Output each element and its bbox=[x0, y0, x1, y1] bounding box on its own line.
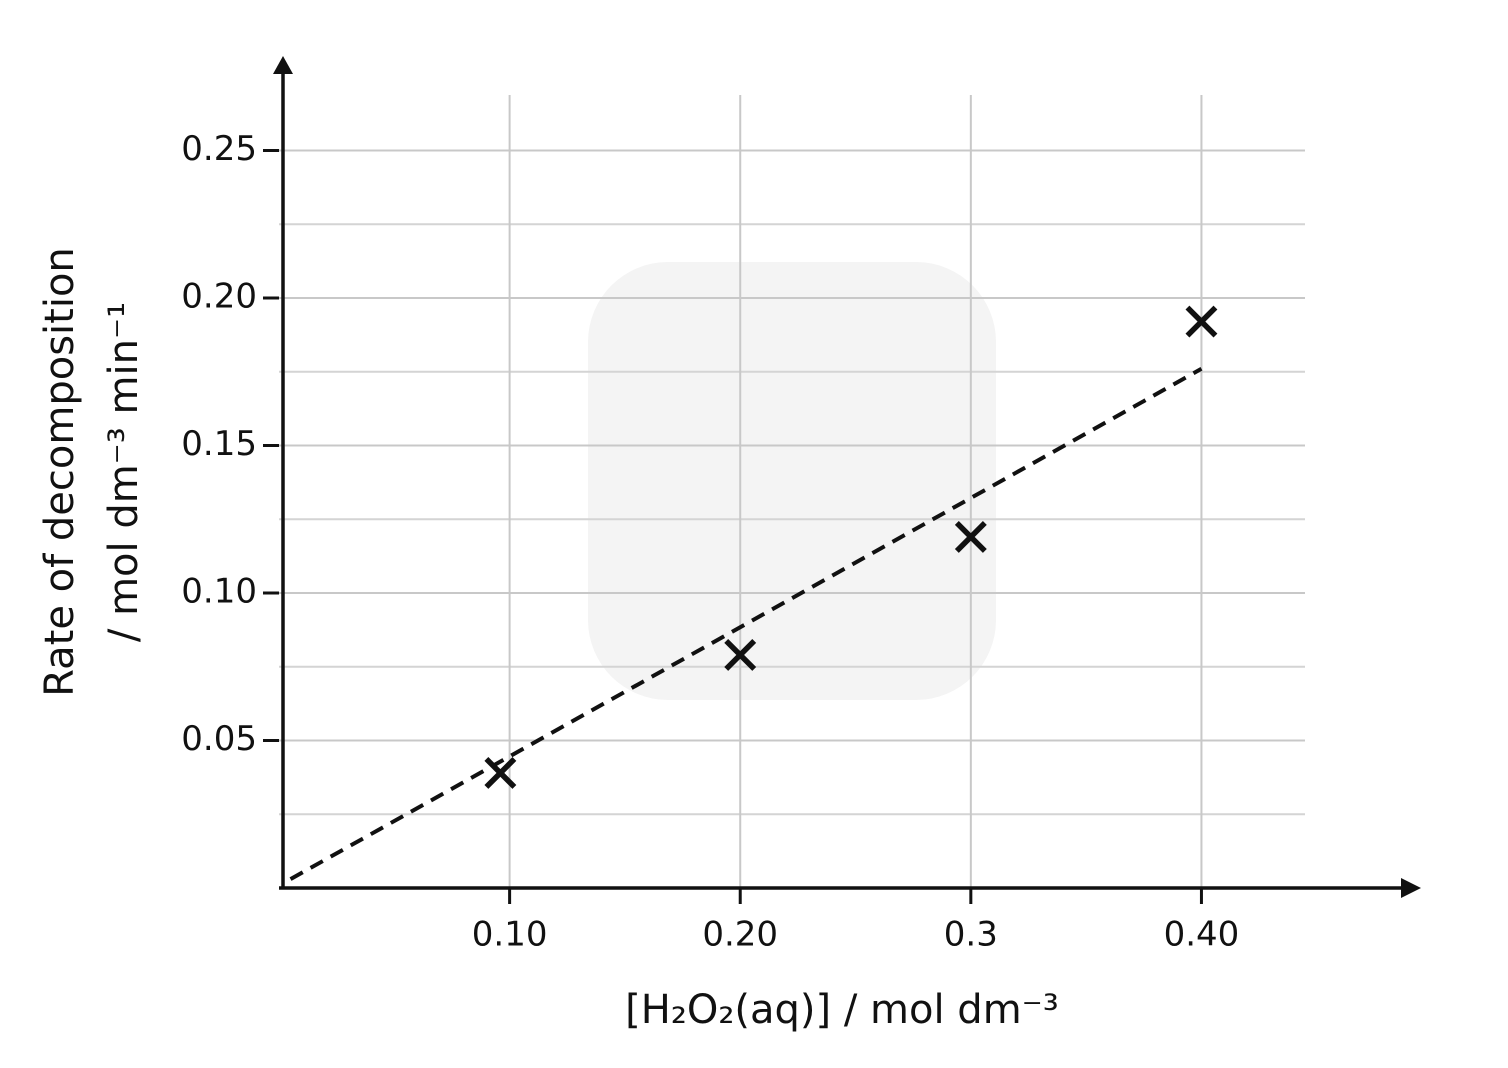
x-tick-label: 0.10 bbox=[472, 915, 548, 955]
data-point bbox=[1185, 305, 1218, 338]
y-tick-label: 0.25 bbox=[181, 129, 257, 169]
y-tick-label: 0.05 bbox=[181, 719, 257, 759]
x-axis-label: [H₂O₂(aq)] / mol dm⁻³ bbox=[625, 987, 1059, 1033]
trend-line bbox=[289, 367, 1203, 881]
x-tick-label: 0.3 bbox=[944, 915, 998, 955]
y-tick-label: 0.10 bbox=[181, 572, 257, 612]
x-tick-label: 0.20 bbox=[702, 915, 778, 955]
y-tick-label: 0.15 bbox=[181, 424, 257, 464]
x-axis-arrow bbox=[1401, 878, 1421, 898]
watermark bbox=[588, 262, 996, 700]
data-point bbox=[724, 639, 757, 671]
x-tick-label: 0.40 bbox=[1164, 915, 1240, 955]
y-axis-label: / mol dm⁻³ min⁻¹ bbox=[101, 302, 147, 642]
data-point bbox=[954, 521, 987, 553]
y-axis-label: Rate of decomposition bbox=[37, 247, 83, 697]
y-axis-arrow bbox=[273, 56, 293, 74]
y-tick-label: 0.20 bbox=[181, 277, 257, 317]
data-point bbox=[484, 757, 517, 789]
